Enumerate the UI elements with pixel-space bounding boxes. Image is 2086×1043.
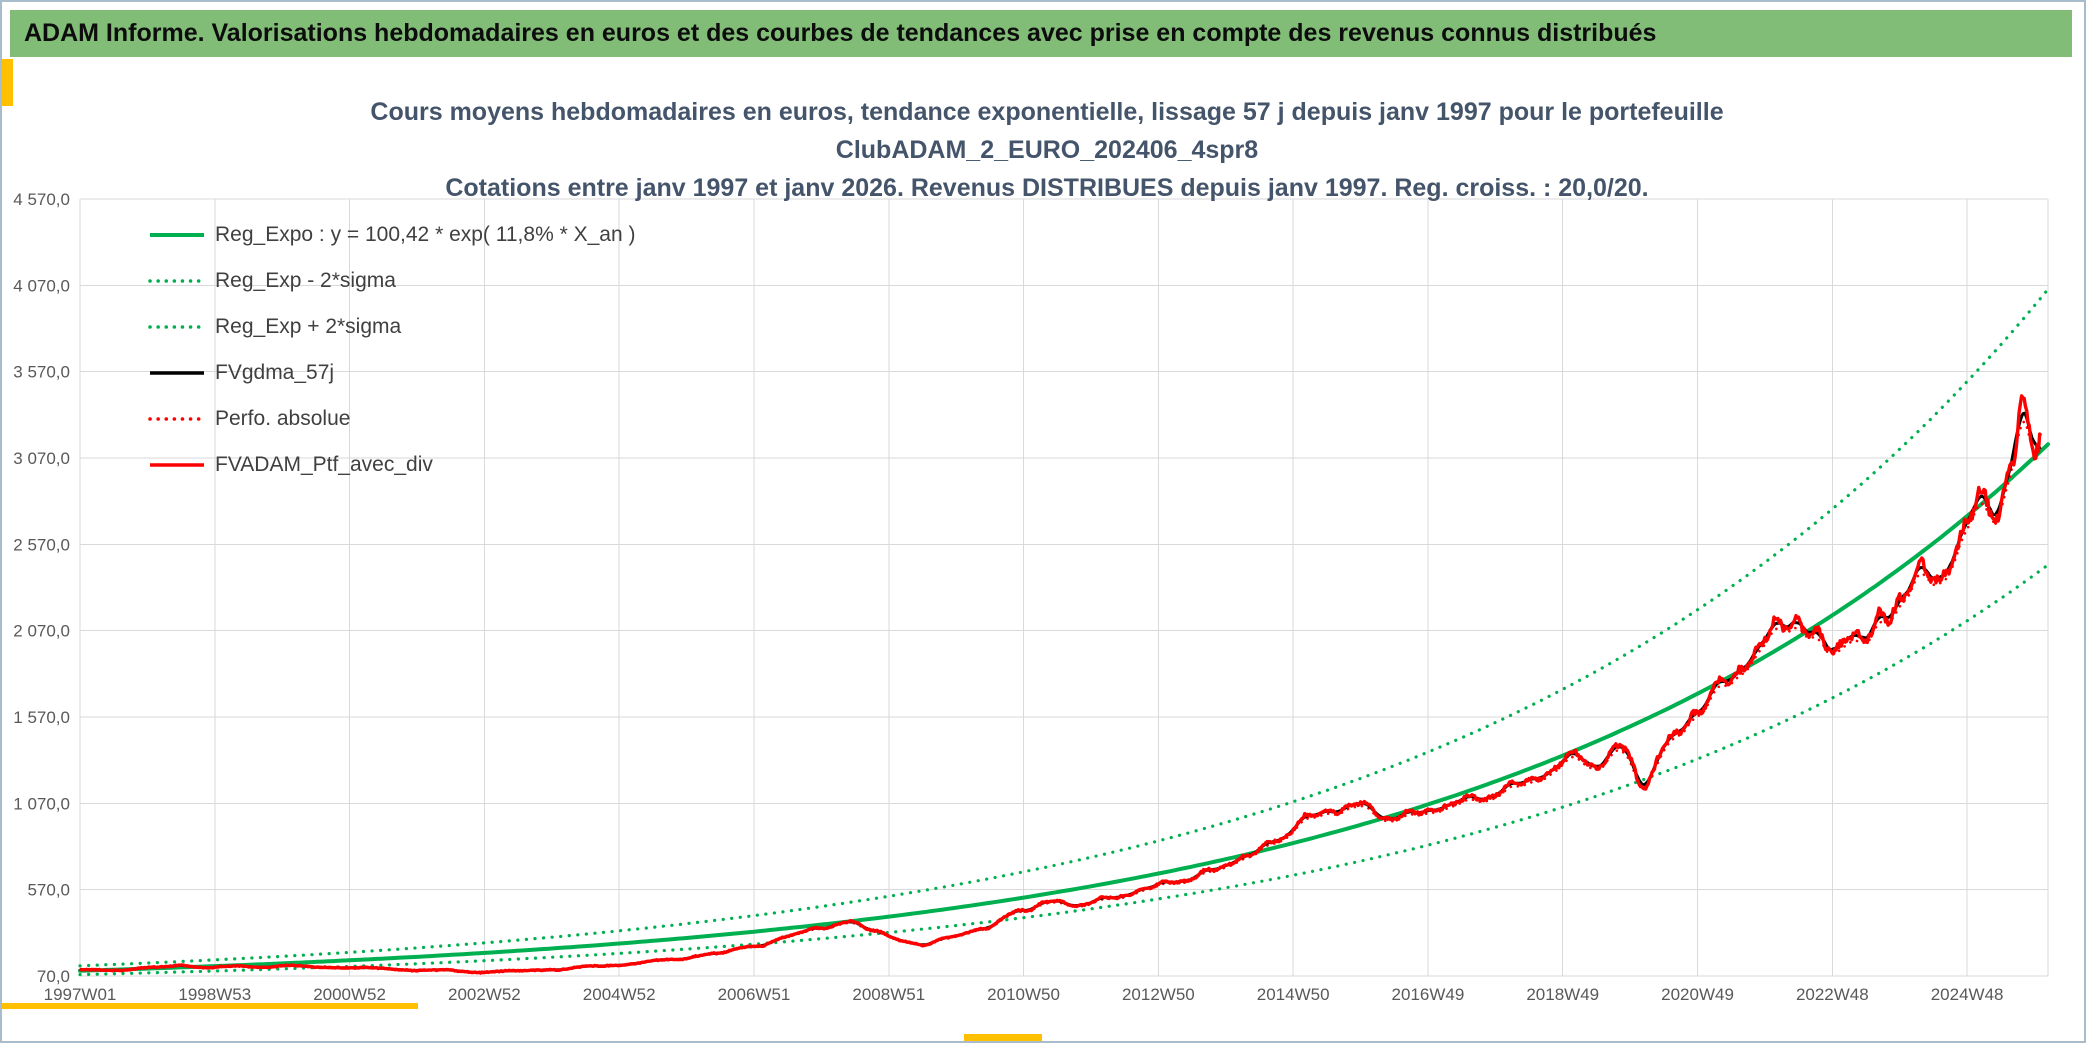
y-axis-label: 3 570,0 <box>13 363 70 382</box>
chart-title: Cours moyens hebdomadaires en euros, ten… <box>92 93 2002 207</box>
x-axis-label: 2012W50 <box>1122 985 1195 1004</box>
x-axis-label: 2018W49 <box>1526 985 1599 1004</box>
series-fvadam-ptf-avec-div <box>79 394 2043 975</box>
header-bar: ADAM Informe. Valorisations hebdomadaire… <box>10 10 2072 57</box>
legend-item-fvadam-ptf-avec-div: FVADAM_Ptf_avec_div <box>148 442 635 488</box>
x-axis-label: 1997W01 <box>44 985 117 1004</box>
series-reg-plus-2sigma <box>78 287 2050 968</box>
legend-label-fvadam-ptf-avec-div: FVADAM_Ptf_avec_div <box>215 453 433 476</box>
legend-item-perfo-absolue: Perfo. absolue <box>148 396 635 442</box>
legend-line-sample-reg-plus-2sigma <box>148 325 206 329</box>
legend-label-fvgdma-57j: FVgdma_57j <box>215 361 335 384</box>
y-axis-label: 1 070,0 <box>13 794 70 813</box>
y-axis-label: 3 070,0 <box>13 449 70 468</box>
legend-label-reg-expo: Reg_Expo : y = 100,42 * exp( 11,8% * X_a… <box>215 223 636 246</box>
y-axis-label: 2 070,0 <box>13 622 70 641</box>
legend-line-sample-fvgdma-57j <box>150 371 204 375</box>
legend-line-sample-perfo-absolue <box>148 417 206 421</box>
x-axis-label: 2010W50 <box>987 985 1060 1004</box>
y-axis-label: 4 070,0 <box>13 276 70 295</box>
legend-item-reg-plus-2sigma: Reg_Exp + 2*sigma <box>148 304 635 350</box>
series-reg-minus-2sigma <box>78 563 2050 977</box>
legend-item-reg-minus-2sigma: Reg_Exp - 2*sigma <box>148 258 635 304</box>
y-axis-label: 570,0 <box>27 881 70 900</box>
series-fvgdma-57j <box>79 411 2042 974</box>
legend-line-sample-reg-minus-2sigma <box>148 279 206 283</box>
x-axis-label: 2020W49 <box>1661 985 1734 1004</box>
x-axis-label: 2004W52 <box>583 985 656 1004</box>
x-axis-label: 2024W48 <box>1931 985 2004 1004</box>
x-axis-label: 2022W48 <box>1796 985 1869 1004</box>
x-axis-label: 1998W53 <box>178 985 251 1004</box>
accent-top-left <box>2 59 13 106</box>
x-axis-label: 2014W50 <box>1257 985 1330 1004</box>
legend-item-fvgdma-57j: FVgdma_57j <box>148 350 635 396</box>
chart-title-line-3: Cotations entre janv 1997 et janv 2026. … <box>445 174 1649 202</box>
legend-label-reg-plus-2sigma: Reg_Exp + 2*sigma <box>215 315 402 338</box>
x-axis-label: 2008W51 <box>852 985 925 1004</box>
series-reg-expo <box>78 442 2050 973</box>
y-axis-label: 70,0 <box>37 967 70 986</box>
y-axis-label: 2 570,0 <box>13 535 70 554</box>
legend-label-perfo-absolue: Perfo. absolue <box>215 407 351 430</box>
chart-title-line-2: ClubADAM_2_EURO_202406_4spr8 <box>835 136 1259 164</box>
x-axis-label: 2000W52 <box>313 985 386 1004</box>
y-axis-label: 4 570,0 <box>13 190 70 209</box>
header-title: ADAM Informe. Valorisations hebdomadaire… <box>24 19 1657 47</box>
accent-bottom-left <box>2 1003 418 1009</box>
x-axis-label: 2016W49 <box>1392 985 1465 1004</box>
chart-legend: Reg_Expo : y = 100,42 * exp( 11,8% * X_a… <box>148 212 635 488</box>
x-axis-label: 2006W51 <box>718 985 791 1004</box>
legend-label-reg-minus-2sigma: Reg_Exp - 2*sigma <box>215 269 396 292</box>
legend-item-reg-expo: Reg_Expo : y = 100,42 * exp( 11,8% * X_a… <box>148 212 635 258</box>
legend-line-sample-reg-expo <box>150 233 204 237</box>
x-axis-label: 2002W52 <box>448 985 521 1004</box>
accent-bottom-mid <box>964 1034 1042 1041</box>
y-axis-label: 1 570,0 <box>13 708 70 727</box>
legend-line-sample-fvadam-ptf-avec-div <box>150 463 204 467</box>
chart-title-line-1: Cours moyens hebdomadaires en euros, ten… <box>370 98 1724 126</box>
